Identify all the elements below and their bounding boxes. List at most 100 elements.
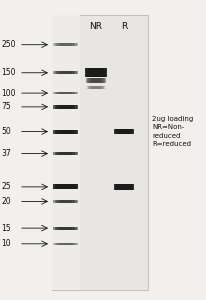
Bar: [88, 68, 104, 77]
Bar: [85, 68, 107, 77]
Bar: [91, 86, 101, 89]
Bar: [87, 86, 105, 89]
Bar: [58, 71, 74, 74]
Bar: [52, 15, 80, 290]
Bar: [61, 243, 71, 245]
Bar: [60, 130, 73, 134]
Bar: [56, 200, 76, 203]
Text: 250: 250: [1, 40, 15, 49]
Bar: [92, 68, 100, 77]
Bar: [56, 71, 76, 74]
Bar: [119, 129, 129, 134]
Text: 50: 50: [1, 127, 11, 136]
Bar: [92, 86, 99, 89]
Bar: [58, 227, 74, 230]
Bar: [61, 43, 71, 46]
Bar: [118, 129, 130, 134]
Bar: [61, 92, 71, 94]
Text: 10: 10: [1, 239, 11, 248]
Bar: [88, 86, 104, 89]
Bar: [56, 105, 76, 109]
Bar: [60, 43, 73, 46]
Bar: [54, 71, 78, 74]
Bar: [89, 86, 103, 89]
Text: 37: 37: [1, 149, 11, 158]
Bar: [56, 92, 76, 94]
Bar: [56, 43, 76, 46]
Bar: [55, 105, 77, 109]
Bar: [60, 92, 73, 94]
Bar: [55, 152, 77, 155]
Bar: [58, 130, 74, 134]
Bar: [116, 129, 132, 134]
Bar: [55, 71, 77, 74]
Bar: [60, 71, 73, 74]
Bar: [56, 227, 76, 230]
Bar: [55, 130, 77, 134]
Bar: [115, 184, 133, 190]
Bar: [54, 92, 78, 94]
Bar: [61, 227, 71, 230]
Bar: [61, 71, 71, 74]
Bar: [118, 184, 130, 190]
Bar: [60, 152, 73, 155]
Bar: [54, 184, 78, 189]
Text: 150: 150: [1, 68, 15, 77]
Bar: [114, 184, 134, 190]
Text: 20: 20: [1, 197, 11, 206]
Bar: [119, 184, 129, 190]
Bar: [90, 68, 102, 77]
Bar: [58, 43, 74, 46]
Bar: [54, 43, 78, 46]
Text: NR: NR: [89, 22, 103, 31]
Bar: [60, 243, 73, 245]
Bar: [56, 130, 76, 134]
Bar: [92, 78, 100, 83]
Bar: [90, 78, 102, 83]
Bar: [87, 78, 105, 83]
Bar: [61, 130, 71, 134]
Bar: [61, 184, 71, 189]
Text: R: R: [121, 22, 127, 31]
Bar: [54, 130, 78, 134]
Bar: [86, 68, 106, 77]
Bar: [55, 184, 77, 189]
Bar: [60, 184, 73, 189]
Bar: [60, 200, 73, 203]
Bar: [61, 152, 71, 155]
Bar: [120, 184, 128, 190]
Bar: [55, 92, 77, 94]
Bar: [55, 200, 77, 203]
Bar: [58, 200, 74, 203]
Text: 25: 25: [1, 182, 11, 191]
Bar: [58, 184, 74, 189]
Bar: [55, 243, 77, 245]
Bar: [54, 227, 78, 230]
Bar: [58, 92, 74, 94]
Bar: [91, 78, 101, 83]
Bar: [116, 184, 132, 190]
Bar: [58, 243, 74, 245]
Bar: [120, 129, 128, 134]
Bar: [56, 152, 76, 155]
Bar: [55, 227, 77, 230]
Bar: [86, 78, 106, 83]
Bar: [55, 43, 77, 46]
Bar: [60, 227, 73, 230]
Bar: [114, 129, 134, 134]
Text: 100: 100: [1, 88, 15, 98]
Bar: [56, 184, 76, 189]
Bar: [115, 129, 133, 134]
Bar: [61, 105, 71, 109]
Bar: [52, 15, 148, 290]
Bar: [61, 200, 71, 203]
Bar: [56, 243, 76, 245]
Bar: [54, 105, 78, 109]
Bar: [89, 68, 103, 77]
Bar: [54, 200, 78, 203]
Bar: [54, 243, 78, 245]
Bar: [54, 152, 78, 155]
Bar: [60, 105, 73, 109]
Text: 15: 15: [1, 224, 11, 232]
Bar: [88, 78, 104, 83]
